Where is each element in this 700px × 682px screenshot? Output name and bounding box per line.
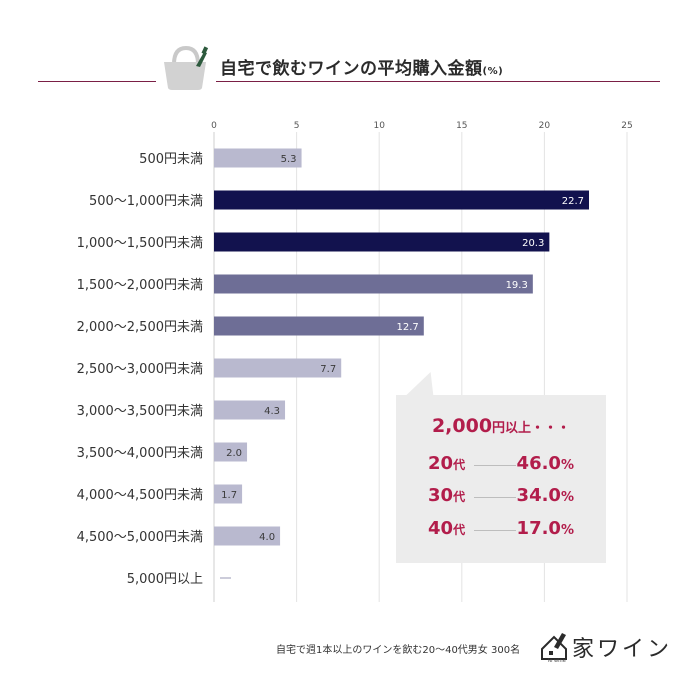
chart-title-text: 自宅で飲むワインの平均購入金額 [220, 59, 483, 79]
callout-row: 40代 17.0% [396, 518, 606, 542]
category-label: 5,000円以上 [127, 572, 203, 587]
callout-value: 46.0% [516, 453, 574, 474]
category-label: 1,000〜1,500円未満 [77, 236, 203, 251]
x-tick-label: 5 [294, 121, 300, 131]
value-label: 5.3 [281, 154, 297, 165]
value-label: 19.3 [506, 280, 528, 291]
x-tick-label: 0 [211, 121, 217, 131]
callout-row-rule [474, 465, 516, 466]
value-label: 22.7 [562, 196, 584, 207]
brand-logo: 家ワイン ie wine [540, 627, 680, 667]
category-label: 3,000〜3,500円未満 [77, 404, 203, 419]
x-tick-label: 15 [456, 121, 467, 131]
category-label: 3,500〜4,000円未満 [77, 446, 203, 461]
bar [214, 442, 248, 462]
bar [214, 274, 533, 294]
bar [214, 526, 281, 546]
callout-row: 20代 46.0% [396, 453, 606, 477]
value-label: 4.0 [259, 532, 275, 543]
callout-row-rule [474, 530, 516, 531]
bar [214, 232, 550, 252]
callout-value: 17.0% [516, 518, 574, 539]
callout-box: 2,000円以上・・・ 20代 46.0% 30代 34.0% 40代 17.0… [396, 395, 606, 563]
value-label: 4.3 [264, 406, 280, 417]
bar [214, 148, 302, 168]
value-label: 7.7 [320, 364, 336, 375]
brand-tagline: ie wine [548, 658, 566, 664]
bar-chart: 0 5 10 15 20 25 500円未満 5.3 500〜1,000円未満 22.7 1,000… [77, 121, 633, 602]
value-label: 12.7 [397, 322, 419, 333]
bar [214, 484, 243, 504]
footnote: 自宅で週1本以上のワインを飲む20〜40代男女 300名 [276, 645, 521, 656]
category-label: 1,500〜2,000円未満 [77, 278, 203, 293]
callout-age: 30代 [428, 485, 466, 506]
category-label: 4,000〜4,500円未満 [77, 488, 203, 503]
callout-row: 30代 34.0% [396, 485, 606, 509]
x-tick-label: 20 [539, 121, 551, 131]
callout-value: 34.0% [516, 485, 574, 506]
category-label: 500〜1,000円未満 [89, 194, 203, 209]
x-tick-label: 25 [621, 121, 632, 131]
bar [214, 190, 590, 210]
category-label: 4,500〜5,000円未満 [77, 530, 203, 545]
wine-bottle-icon [541, 633, 567, 660]
wine-bag-icon [164, 45, 209, 90]
title-rule-right [216, 81, 660, 82]
bar [214, 400, 286, 420]
value-label: 2.0 [226, 448, 242, 459]
value-label: 1.7 [221, 490, 237, 501]
brand-name: 家ワイン [572, 637, 673, 662]
value-label: 20.3 [522, 238, 544, 249]
category-label: 2,500〜3,000円未満 [77, 362, 203, 377]
callout-age: 40代 [428, 518, 466, 539]
category-label: 2,000〜2,500円未満 [77, 320, 203, 335]
chart-title-unit: (%) [482, 66, 504, 77]
callout-age: 20代 [428, 453, 466, 474]
x-tick-label: 10 [373, 121, 385, 131]
chart-title: 自宅で飲むワインの平均購入金額(%) [220, 54, 503, 79]
bar [214, 316, 424, 336]
callout-heading-suffix: 円以上・・・ [492, 421, 571, 436]
category-label: 500円未満 [139, 152, 203, 167]
bar [214, 358, 342, 378]
callout-heading-value: 2,000 [431, 415, 493, 437]
callout-heading: 2,000円以上・・・ [396, 415, 606, 437]
title-rule-left [38, 81, 156, 82]
callout-row-rule [474, 497, 516, 498]
